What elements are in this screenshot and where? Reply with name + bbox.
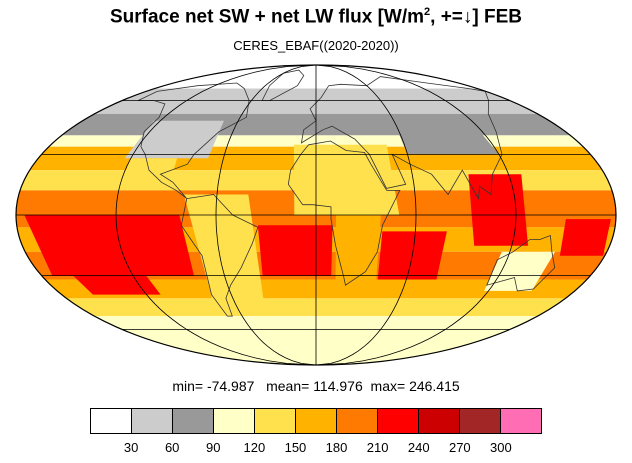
colorbar-tick-label: 180 xyxy=(325,440,348,455)
flux-region xyxy=(124,120,224,159)
flux-region xyxy=(119,158,178,187)
chart-title: Surface net SW + net LW flux [W/m2, +=↓]… xyxy=(109,6,523,28)
flux-region xyxy=(335,215,381,280)
flux-region xyxy=(559,219,611,256)
flux-region xyxy=(468,174,529,246)
colorbar xyxy=(90,408,542,434)
colorbar-tick-label: 60 xyxy=(164,440,180,455)
meridian-line xyxy=(315,65,517,365)
colorbar-box-8 xyxy=(419,409,460,433)
meridian-line xyxy=(215,65,317,365)
colorbar-box-0 xyxy=(91,409,132,433)
meridian-line xyxy=(115,65,317,365)
flux-region xyxy=(24,215,194,276)
coastline-australia xyxy=(486,234,556,292)
colorbar-box-9 xyxy=(460,409,501,433)
colorbar-tick-label: 240 xyxy=(407,440,430,455)
colorbar-box-1 xyxy=(132,409,173,433)
mean-value: 114.976 xyxy=(313,378,363,394)
colorbar-tick-label: 30 xyxy=(123,440,139,455)
colorbar-tick-label: 210 xyxy=(366,440,389,455)
colorbar-box-5 xyxy=(296,409,337,433)
max-value: 246.415 xyxy=(409,378,460,394)
max-label: max= xyxy=(370,378,406,394)
coastline-south-america xyxy=(180,194,259,317)
colorbar-tick-label: 300 xyxy=(490,440,512,455)
coastline-greenland xyxy=(261,69,305,101)
stats-line: min= -74.987 mean= 114.976 max= 246.415 xyxy=(0,378,632,394)
colorbar-box-3 xyxy=(214,409,255,433)
colorbar-box-6 xyxy=(337,409,378,433)
colorbar-box-10 xyxy=(501,409,541,433)
mean-label: mean= xyxy=(266,378,310,394)
colorbar-box-4 xyxy=(255,409,296,433)
colorbar-tick-label: 120 xyxy=(243,440,266,455)
chart-subtitle: CERES_EBAF((2020-2020)) xyxy=(233,38,399,53)
colorbar-box-7 xyxy=(378,409,419,433)
colorbar-tick-label: 150 xyxy=(284,440,307,455)
colorbar-box-2 xyxy=(173,409,214,433)
meridian-line xyxy=(315,65,417,365)
flux-region xyxy=(183,194,266,313)
coastline-eurasia xyxy=(300,76,503,200)
flux-region xyxy=(293,144,400,215)
flux-region xyxy=(257,225,333,276)
flux-region xyxy=(391,117,499,155)
min-label: min= xyxy=(172,378,204,394)
flux-field xyxy=(16,65,616,365)
colorbar-tick-label: 90 xyxy=(206,440,221,455)
globe-outline xyxy=(15,64,617,366)
colorbar-tick-label: 270 xyxy=(448,440,471,455)
min-value: -74.987 xyxy=(206,378,255,394)
flux-region xyxy=(69,271,161,295)
